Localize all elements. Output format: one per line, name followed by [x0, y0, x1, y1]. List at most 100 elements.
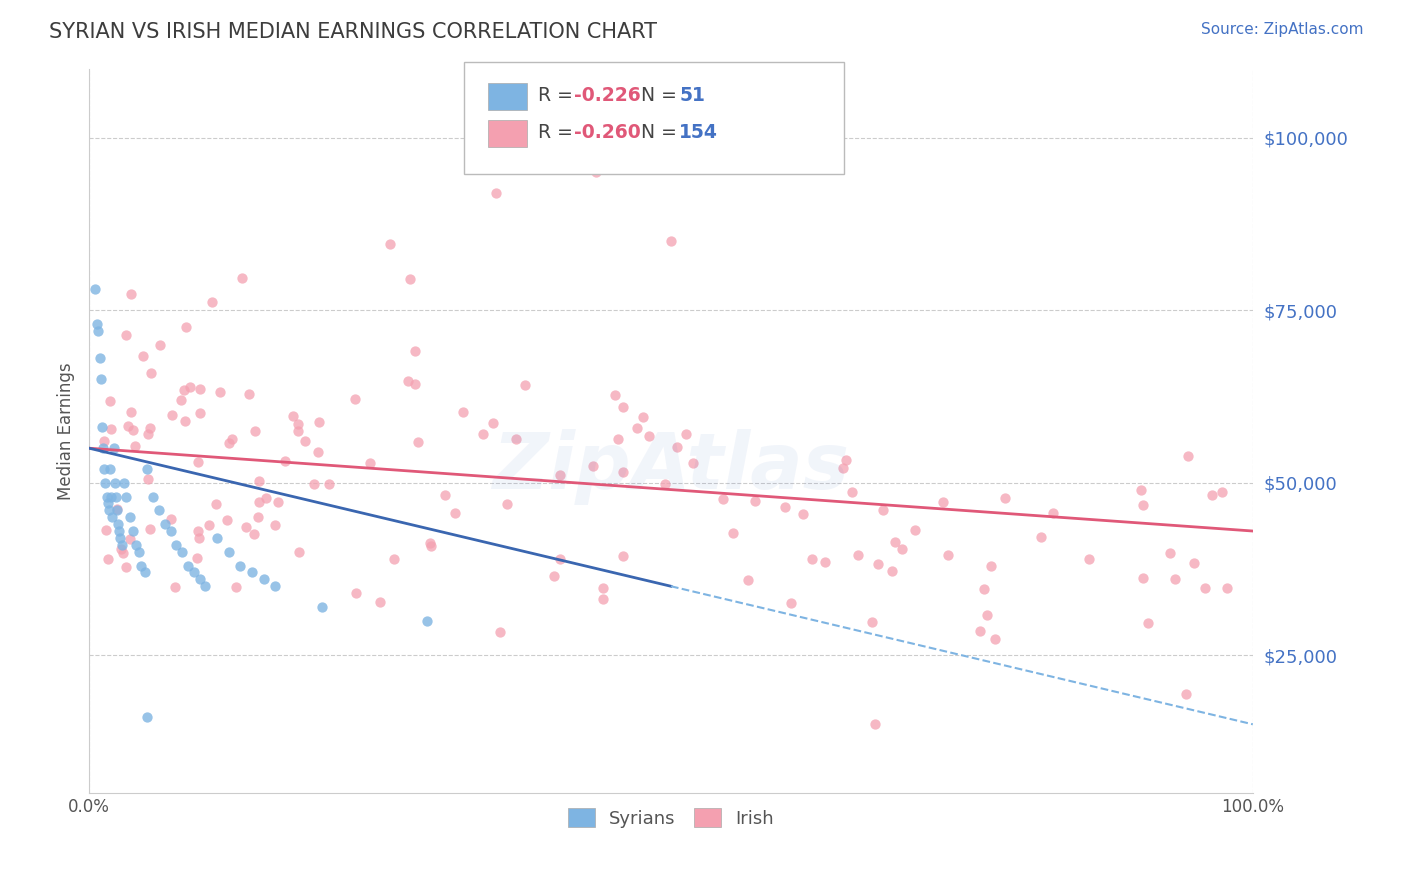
- Point: [197, 517, 219, 532]
- Point: [110, 542, 132, 557]
- Point: [891, 542, 914, 557]
- Point: [378, 237, 401, 252]
- Point: [247, 509, 270, 524]
- Point: [101, 510, 124, 524]
- Point: [187, 531, 209, 545]
- Point: [1137, 615, 1160, 630]
- Point: [247, 495, 270, 509]
- Point: [831, 461, 853, 475]
- Point: [612, 465, 634, 479]
- Point: [96, 523, 118, 537]
- Point: [582, 459, 605, 474]
- Point: [775, 500, 797, 515]
- Point: [399, 272, 422, 286]
- Point: [419, 536, 441, 550]
- Point: [359, 456, 381, 470]
- Point: [124, 538, 146, 552]
- Point: [451, 405, 474, 419]
- Point: [1031, 530, 1053, 544]
- Point: [153, 517, 176, 532]
- Point: [136, 472, 159, 486]
- Point: [1159, 546, 1181, 560]
- Point: [188, 406, 211, 420]
- Point: [136, 710, 159, 724]
- Point: [124, 439, 146, 453]
- Point: [115, 490, 138, 504]
- Point: [1132, 571, 1154, 585]
- Text: -0.226: -0.226: [574, 86, 640, 105]
- Point: [384, 551, 406, 566]
- Point: [550, 552, 572, 566]
- Point: [288, 545, 311, 559]
- Point: [221, 432, 243, 446]
- Point: [496, 497, 519, 511]
- Point: [612, 549, 634, 564]
- Point: [117, 419, 139, 434]
- Point: [814, 555, 837, 569]
- Point: [139, 522, 162, 536]
- Point: [170, 393, 193, 408]
- Point: [675, 426, 697, 441]
- Point: [592, 591, 614, 606]
- Point: [240, 566, 263, 580]
- Point: [631, 409, 654, 424]
- Point: [415, 614, 437, 628]
- Point: [721, 526, 744, 541]
- Point: [344, 585, 367, 599]
- Point: [96, 490, 118, 504]
- Point: [105, 502, 128, 516]
- Point: [287, 424, 309, 438]
- Point: [744, 493, 766, 508]
- Point: [87, 324, 110, 338]
- Point: [1132, 498, 1154, 512]
- Point: [190, 382, 212, 396]
- Point: [90, 372, 112, 386]
- Point: [932, 495, 955, 509]
- Point: [134, 566, 156, 580]
- Point: [115, 560, 138, 574]
- Point: [1177, 449, 1199, 463]
- Point: [866, 557, 889, 571]
- Text: Source: ZipAtlas.com: Source: ZipAtlas.com: [1201, 22, 1364, 37]
- Text: R =: R =: [538, 123, 579, 143]
- Point: [368, 595, 391, 609]
- Point: [835, 453, 858, 467]
- Point: [93, 462, 115, 476]
- Point: [543, 569, 565, 583]
- Point: [139, 421, 162, 435]
- Point: [110, 531, 132, 545]
- Point: [141, 366, 163, 380]
- Point: [238, 387, 260, 401]
- Point: [187, 455, 209, 469]
- Point: [98, 462, 121, 476]
- Point: [111, 538, 134, 552]
- Point: [93, 434, 115, 448]
- Point: [792, 507, 814, 521]
- Point: [205, 531, 228, 545]
- Point: [91, 441, 114, 455]
- Point: [711, 492, 734, 507]
- Point: [97, 496, 120, 510]
- Point: [505, 432, 527, 446]
- Point: [177, 558, 200, 573]
- Point: [174, 319, 197, 334]
- Point: [485, 186, 508, 200]
- Point: [163, 581, 186, 595]
- Point: [173, 383, 195, 397]
- Point: [472, 426, 495, 441]
- Point: [443, 506, 465, 520]
- Point: [267, 495, 290, 509]
- Point: [737, 573, 759, 587]
- Point: [779, 596, 801, 610]
- Point: [1211, 485, 1233, 500]
- Point: [118, 510, 141, 524]
- Point: [253, 572, 276, 586]
- Point: [104, 490, 127, 504]
- Text: ZipAtlas: ZipAtlas: [492, 429, 849, 505]
- Point: [682, 456, 704, 470]
- Point: [654, 477, 676, 491]
- Point: [606, 432, 628, 446]
- Point: [311, 599, 333, 614]
- Point: [136, 462, 159, 476]
- Point: [86, 317, 108, 331]
